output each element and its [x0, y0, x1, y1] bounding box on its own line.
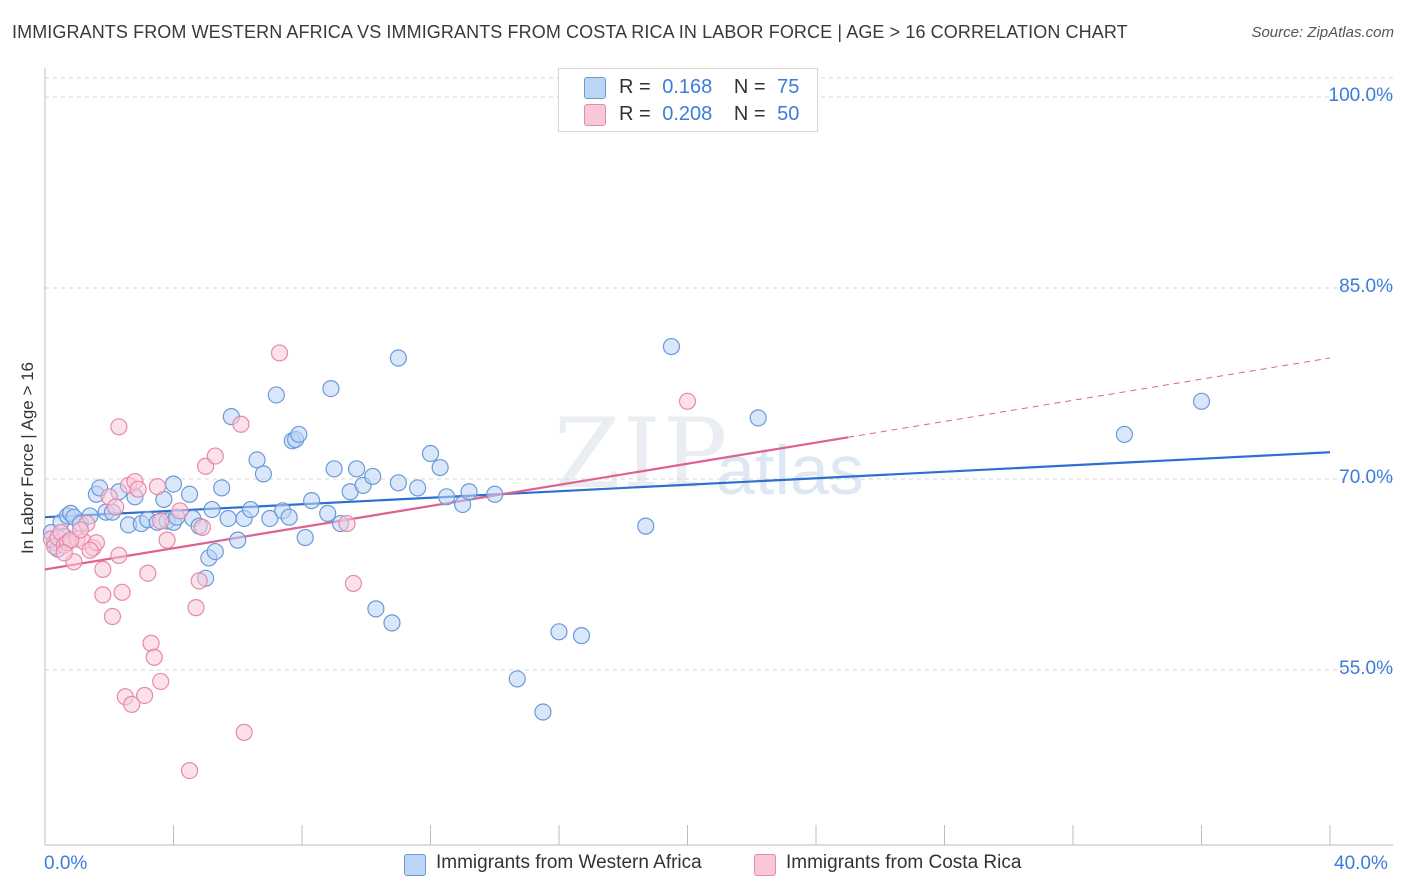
point-western-africa	[534, 703, 552, 721]
trend-line-costa-rica-projection	[848, 357, 1331, 438]
point-western-africa	[203, 500, 221, 519]
point-western-africa	[364, 467, 382, 486]
y-axis-label: In Labor Force | Age > 16	[18, 361, 37, 555]
point-costa-rica	[142, 634, 160, 652]
point-western-africa	[303, 492, 321, 510]
y-tick-label: 55.0%	[1339, 658, 1393, 679]
point-western-africa	[1115, 425, 1134, 444]
x-tick-label-min: 0.0%	[44, 853, 88, 874]
point-costa-rica	[190, 572, 208, 590]
point-western-africa	[267, 386, 285, 404]
point-western-africa	[296, 528, 314, 547]
x-tick-label-max: 40.0%	[1334, 853, 1388, 874]
point-western-africa	[322, 379, 340, 398]
point-costa-rica	[113, 583, 131, 601]
point-costa-rica	[107, 498, 125, 516]
trend-line-western-africa	[44, 451, 1331, 519]
point-western-africa	[662, 337, 681, 356]
point-costa-rica	[110, 418, 128, 436]
chart-source: Source: ZipAtlas.com	[1251, 24, 1394, 41]
point-costa-rica	[139, 564, 157, 582]
point-costa-rica	[152, 672, 170, 691]
point-costa-rica	[235, 723, 253, 741]
point-western-africa	[219, 509, 237, 528]
point-western-africa	[1192, 392, 1211, 410]
watermark-zip: ZIP	[554, 398, 730, 510]
point-western-africa	[248, 451, 266, 469]
point-costa-rica	[148, 478, 167, 496]
point-costa-rica	[94, 586, 112, 604]
point-costa-rica	[180, 761, 199, 780]
point-western-africa	[749, 409, 767, 427]
point-western-africa	[486, 485, 504, 503]
legend-stats-costa-rica: R = 0.208 N = 50	[619, 103, 800, 125]
point-costa-rica	[55, 544, 73, 562]
point-western-africa	[508, 670, 526, 688]
point-costa-rica	[206, 447, 224, 465]
point-western-africa	[164, 475, 183, 493]
grid-lines	[45, 77, 1393, 671]
point-costa-rica	[123, 695, 141, 713]
point-costa-rica	[71, 521, 89, 539]
legend-swatch-pink	[584, 104, 606, 126]
point-western-africa	[180, 485, 199, 503]
point-western-africa	[325, 460, 343, 478]
point-western-africa	[637, 517, 655, 535]
point-western-africa	[437, 488, 456, 506]
y-tick-label: 85.0%	[1339, 276, 1393, 297]
point-western-africa	[290, 425, 308, 444]
point-costa-rica	[344, 574, 362, 593]
point-western-africa	[460, 483, 478, 501]
point-western-africa	[280, 508, 298, 526]
point-western-africa	[550, 623, 568, 641]
point-costa-rica	[158, 531, 176, 549]
point-costa-rica	[129, 480, 147, 498]
point-costa-rica	[145, 648, 163, 666]
point-costa-rica	[232, 415, 250, 433]
point-western-africa	[254, 465, 273, 483]
bottom-legend-label-western-africa: Immigrants from Western Africa	[436, 852, 702, 873]
bottom-legend-swatch-pink	[754, 854, 776, 876]
point-costa-rica	[135, 686, 154, 705]
point-western-africa	[348, 460, 366, 478]
point-costa-rica	[193, 518, 212, 536]
chart-title: IMMIGRANTS FROM WESTERN AFRICA VS IMMIGR…	[12, 22, 1128, 42]
data-points	[42, 337, 1211, 780]
point-western-africa	[383, 614, 401, 632]
point-western-africa	[431, 458, 449, 477]
point-western-africa	[261, 509, 279, 528]
point-western-africa	[389, 474, 407, 492]
point-western-africa	[367, 600, 385, 618]
point-western-africa	[319, 504, 337, 522]
point-western-africa	[242, 500, 260, 519]
y-tick-label: 70.0%	[1339, 467, 1393, 488]
legend-stats-western-africa: R = 0.168 N = 75	[619, 76, 800, 98]
point-costa-rica	[103, 607, 122, 626]
watermark-atlas: atlas	[716, 431, 864, 509]
point-costa-rica	[94, 560, 112, 579]
point-western-africa	[229, 531, 247, 549]
point-costa-rica	[678, 392, 697, 410]
point-costa-rica	[270, 344, 289, 362]
point-costa-rica	[171, 502, 189, 520]
legend-swatch-blue	[584, 77, 606, 99]
point-costa-rica	[187, 599, 205, 617]
point-costa-rica	[152, 512, 170, 530]
point-western-africa	[421, 444, 440, 463]
point-costa-rica	[338, 514, 356, 533]
point-western-africa	[572, 627, 591, 645]
point-western-africa	[213, 479, 231, 497]
axes	[44, 68, 1393, 846]
point-western-africa	[389, 349, 407, 367]
point-costa-rica	[81, 541, 99, 559]
point-western-africa	[206, 542, 224, 561]
point-western-africa	[409, 479, 427, 497]
stats-legend: R = 0.168 N = 75 R = 0.208 N = 50	[558, 68, 818, 132]
y-tick-label: 100.0%	[1328, 85, 1393, 106]
bottom-legend-swatch-blue	[404, 854, 426, 876]
bottom-legend-label-costa-rica: Immigrants from Costa Rica	[786, 852, 1022, 873]
point-costa-rica	[110, 546, 128, 565]
